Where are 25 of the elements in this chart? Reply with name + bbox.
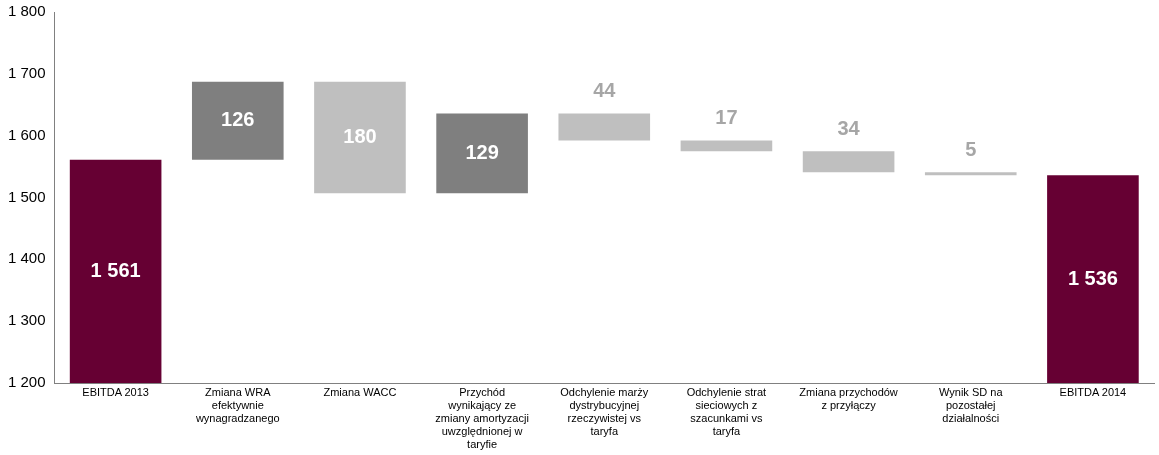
- data-label: 44: [593, 78, 617, 101]
- x-tick-label: Zmiana WACC: [323, 385, 397, 398]
- y-tick-label: 1 600: [7, 125, 46, 143]
- x-tick-label: EBITDA 2013: [82, 385, 149, 398]
- data-label: 34: [837, 116, 861, 139]
- x-tick-label: Odchylenie marży dystrybucyjnej rzeczywistej vs taryfa: [560, 385, 649, 438]
- y-tick-label: 1 400: [7, 249, 46, 267]
- y-tick-label: 1 800: [7, 2, 46, 20]
- x-tick-label: Przychód wynikający ze zmiany amortyzacji uwzględnionej w taryfie: [435, 385, 529, 451]
- x-tick-label: Zmiana przychodów z przyłączy: [799, 385, 898, 411]
- data-label: 126: [221, 108, 255, 131]
- data-label: 1 561: [90, 258, 141, 281]
- data-label: 129: [465, 140, 499, 163]
- y-tick-label: 1 500: [7, 187, 46, 205]
- data-label: 17: [715, 106, 738, 129]
- y-tick-label: 1 700: [7, 63, 46, 81]
- y-tick-label: 1 300: [7, 311, 46, 329]
- x-tick-label: EBITDA 2014: [1059, 385, 1127, 398]
- x-tick-label: Wynik SD na pozostałej działalności: [939, 385, 1004, 425]
- data-label: 180: [343, 125, 377, 148]
- y-tick-label: 1 200: [7, 373, 46, 391]
- data-label: 1 536: [1067, 266, 1118, 289]
- data-label: 5: [965, 137, 977, 160]
- x-tick-label: Odchylenie strat sieciowych z szacunkami vs taryfa: [686, 385, 767, 438]
- x-tick-label: Zmiana WRA efektywnie wynagradzanego: [194, 385, 280, 425]
